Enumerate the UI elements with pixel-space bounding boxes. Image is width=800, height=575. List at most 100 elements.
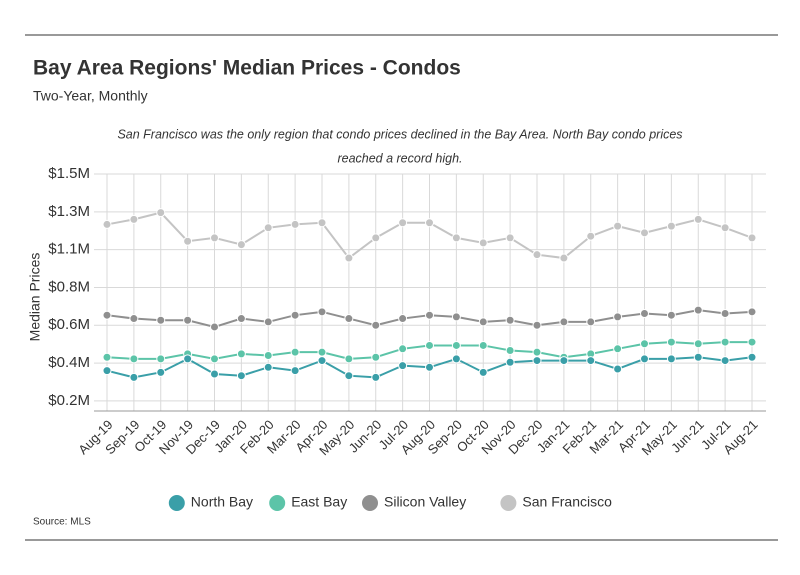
data-point xyxy=(640,354,649,364)
data-point xyxy=(532,347,542,357)
data-point xyxy=(290,219,300,229)
data-point xyxy=(263,317,273,327)
data-point xyxy=(505,315,515,325)
data-point xyxy=(156,354,166,364)
data-point xyxy=(693,305,703,315)
legend-marker xyxy=(168,495,185,511)
data-point xyxy=(129,214,139,224)
data-point xyxy=(720,309,730,319)
data-point xyxy=(451,340,461,350)
data-point xyxy=(640,309,649,319)
data-point xyxy=(129,372,139,382)
data-point xyxy=(693,352,703,362)
data-point xyxy=(102,219,112,229)
y-tick-label: $0.8M xyxy=(48,278,90,295)
data-point xyxy=(532,356,542,366)
data-point xyxy=(210,322,219,332)
data-point xyxy=(398,344,408,354)
data-point xyxy=(640,339,649,349)
data-point xyxy=(371,352,381,362)
data-point xyxy=(425,218,434,228)
data-point xyxy=(398,314,408,324)
data-point xyxy=(156,315,166,325)
data-point xyxy=(371,372,381,382)
data-point xyxy=(290,347,300,357)
data-point xyxy=(317,347,327,357)
data-point xyxy=(613,312,623,322)
data-point xyxy=(210,233,219,243)
annotation: reached a record high. xyxy=(337,151,462,165)
data-point xyxy=(613,221,623,231)
data-point xyxy=(156,367,166,377)
data-point xyxy=(210,369,219,379)
data-point xyxy=(478,238,488,248)
data-point xyxy=(236,371,246,381)
y-tick-label: $0.6M xyxy=(48,316,90,333)
data-point xyxy=(236,349,246,359)
data-point xyxy=(693,214,703,224)
data-point xyxy=(263,351,273,361)
data-point xyxy=(183,315,193,325)
data-point xyxy=(183,354,193,364)
data-point xyxy=(613,364,623,374)
data-point xyxy=(263,362,273,372)
data-point xyxy=(344,253,354,263)
data-point xyxy=(371,320,381,330)
data-point xyxy=(478,340,488,350)
data-point xyxy=(425,340,434,350)
legend-label: San Francisco xyxy=(522,494,612,510)
data-point xyxy=(236,314,246,324)
data-point xyxy=(102,310,112,320)
data-point xyxy=(505,233,515,243)
annotation: San Francisco was the only region that c… xyxy=(117,127,682,141)
data-point xyxy=(236,240,246,250)
data-point xyxy=(720,356,730,366)
data-point xyxy=(102,352,112,362)
y-axis-label: Median Prices xyxy=(27,253,43,342)
data-point xyxy=(586,317,596,327)
data-point xyxy=(586,231,596,241)
data-point xyxy=(747,337,757,347)
data-point xyxy=(344,314,354,324)
legend-label: North Bay xyxy=(191,494,253,510)
data-point xyxy=(747,233,757,243)
data-point xyxy=(559,356,569,366)
data-point xyxy=(586,356,596,366)
data-point xyxy=(478,367,488,377)
data-point xyxy=(344,371,354,381)
data-point xyxy=(505,357,515,367)
data-point xyxy=(532,320,542,330)
legend-marker xyxy=(362,495,378,511)
data-point xyxy=(317,218,327,228)
legend-marker xyxy=(269,495,286,511)
data-point xyxy=(666,337,676,347)
data-point xyxy=(344,354,354,364)
y-tick-label: $1.3M xyxy=(48,203,90,220)
data-point xyxy=(451,312,461,322)
data-point xyxy=(559,253,569,263)
data-point xyxy=(613,344,623,354)
data-point xyxy=(720,223,730,233)
data-point xyxy=(129,314,139,324)
data-point xyxy=(129,354,139,364)
data-point xyxy=(505,345,515,355)
data-point xyxy=(747,352,757,362)
data-point xyxy=(720,337,730,347)
data-point xyxy=(290,366,300,376)
y-tick-label: $1.5M xyxy=(48,165,90,182)
data-point xyxy=(478,317,488,327)
data-point xyxy=(666,221,676,231)
data-point xyxy=(747,307,757,317)
y-tick-label: $1.1M xyxy=(48,241,90,258)
data-point xyxy=(317,356,327,366)
data-point xyxy=(693,339,703,349)
data-point xyxy=(666,310,676,320)
chart-title: Bay Area Regions' Median Prices - Condos xyxy=(33,57,461,80)
data-point xyxy=(371,233,381,243)
legend-marker xyxy=(500,495,517,511)
data-point xyxy=(451,354,461,364)
data-point xyxy=(317,307,327,317)
data-point xyxy=(559,317,569,327)
data-point xyxy=(532,250,542,260)
